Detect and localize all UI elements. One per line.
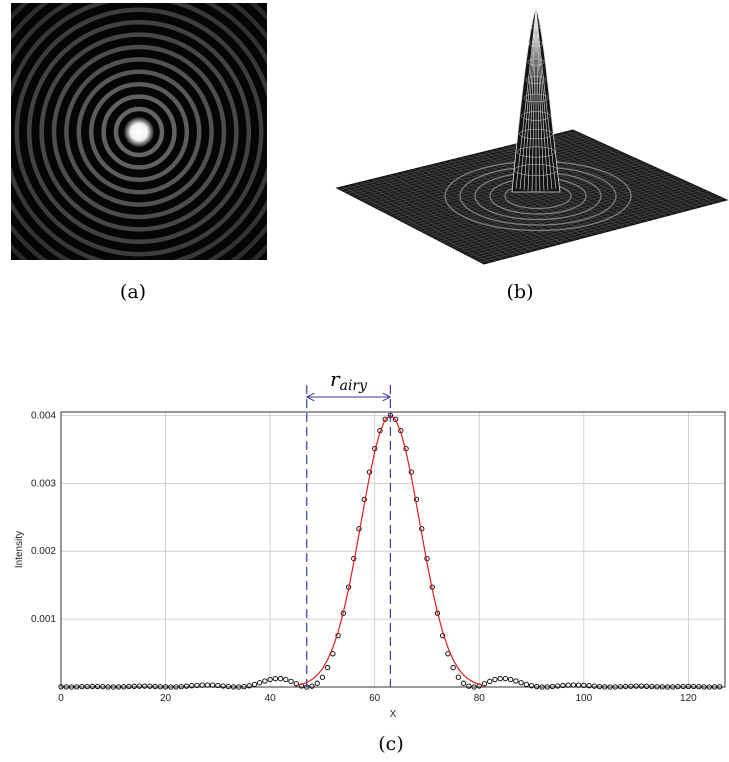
central-disk (124, 117, 154, 147)
caption: (a) (120, 281, 146, 303)
page: {"captions": {"a": "(a)", "b": "(b)", "c… (0, 0, 729, 762)
x-tick-label: 40 (265, 693, 277, 704)
y-axis-label: Intensity (14, 531, 25, 568)
airy-image (0, 0, 336, 329)
chart: 0.001 0.002 0.003 0.004 0 20 40 60 80 100 120 X Inte… (14, 367, 725, 720)
x-tick-label: 100 (575, 693, 592, 704)
surface-plot (337, 8, 727, 264)
plot-area (61, 412, 725, 687)
y-tick-label: 0.001 (31, 614, 56, 625)
y-tick-label: 0.003 (31, 478, 56, 489)
x-tick-label: 60 (369, 693, 381, 704)
caption: (c) (378, 733, 403, 755)
x-tick-label: 80 (474, 693, 486, 704)
x-tick-label: 120 (680, 693, 697, 704)
x-tick-label: 20 (160, 693, 172, 704)
caption: (b) (507, 281, 534, 303)
x-tick-label: 0 (58, 693, 64, 704)
x-axis-label: X (390, 709, 397, 720)
y-tick-label: 0.004 (31, 410, 56, 421)
annotation-label: rairy (330, 367, 368, 394)
figure: (a) (b) 0.001 0.002 0.003 0.004 0 20 40 60 80 100… (0, 0, 729, 762)
annotation-subscript: airy (340, 378, 369, 394)
y-tick-label: 0.002 (31, 546, 56, 557)
